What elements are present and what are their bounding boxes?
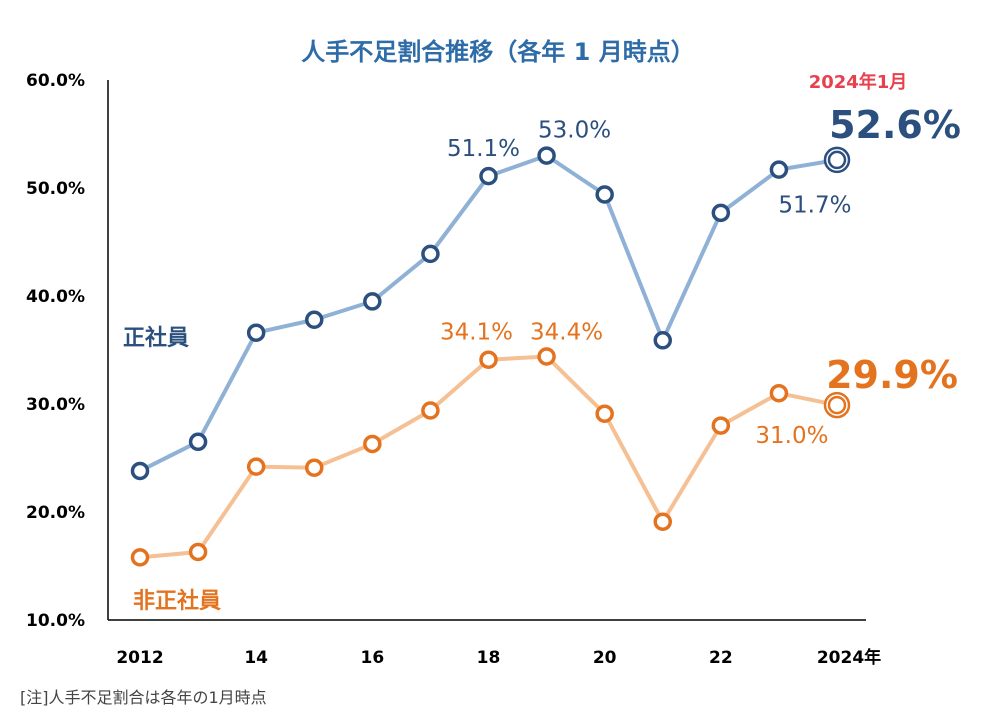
data-label: 31.0% <box>755 423 828 449</box>
data-point <box>827 150 847 170</box>
data-labels: 51.1% 53.0% 51.7% 52.6% 34.1% 34.4% 31.0% 29.9% <box>440 103 961 449</box>
data-point <box>653 512 672 531</box>
series-label-nonregular: 非正社員 <box>133 588 221 614</box>
y-tick-label: 60.0% <box>26 71 85 91</box>
y-tick-label: 50.0% <box>26 179 85 199</box>
data-point <box>421 244 440 264</box>
data-point <box>305 458 324 477</box>
series-markers-nonregular <box>130 347 851 567</box>
x-tick-label: 18 <box>477 648 501 668</box>
data-point <box>711 416 731 435</box>
data-point <box>479 166 498 186</box>
data-label: 53.0% <box>538 118 611 144</box>
data-point <box>653 331 672 350</box>
data-point <box>595 185 614 204</box>
data-point <box>827 395 847 415</box>
data-label: 52.6% <box>829 103 961 147</box>
data-point <box>130 548 150 567</box>
data-point <box>363 292 382 311</box>
data-label: 51.7% <box>778 193 851 219</box>
data-label: 34.1% <box>440 320 513 346</box>
data-point <box>421 401 440 420</box>
data-point <box>769 160 789 179</box>
x-tick-label: 14 <box>244 648 268 668</box>
x-tick-label: 22 <box>709 648 733 668</box>
data-label: 34.4% <box>530 319 603 345</box>
footnote: [注]人手不足割合は各年の1月時点 <box>20 688 267 707</box>
period-label: 2024年1月 <box>809 71 908 93</box>
y-tick-label: 40.0% <box>26 287 85 307</box>
y-tick-label: 30.0% <box>26 395 85 415</box>
data-label: 51.1% <box>447 136 520 162</box>
data-point <box>537 146 556 165</box>
x-tick-label: 2012 <box>116 648 163 668</box>
x-tick-label: 2024年 <box>817 647 881 668</box>
data-point <box>769 383 789 403</box>
data-point <box>246 457 266 476</box>
chart-title: 人手不足割合推移（各年 1 月時点） <box>301 38 694 66</box>
y-tick-labels: 60.0% 50.0% 40.0% 30.0% 20.0% 10.0% <box>26 71 85 631</box>
series-line-regular <box>139 153 838 473</box>
data-point <box>130 461 150 481</box>
series-markers-regular <box>130 146 851 481</box>
data-point <box>246 323 266 342</box>
y-tick-label: 20.0% <box>26 503 85 523</box>
data-point <box>537 347 556 366</box>
data-point <box>363 434 382 454</box>
data-point <box>479 350 498 369</box>
data-point <box>711 203 731 223</box>
x-tick-labels: 2012 14 16 18 20 22 2024年 <box>116 647 881 668</box>
x-tick-label: 16 <box>360 648 384 668</box>
series-label-regular: 正社員 <box>123 325 189 351</box>
data-point <box>188 432 208 452</box>
y-tick-label: 10.0% <box>26 611 85 631</box>
data-point <box>188 542 208 562</box>
x-tick-label: 20 <box>593 648 617 668</box>
data-label: 29.9% <box>826 353 958 397</box>
data-point <box>305 310 324 330</box>
data-point <box>595 404 614 423</box>
series-line-nonregular <box>139 354 838 560</box>
